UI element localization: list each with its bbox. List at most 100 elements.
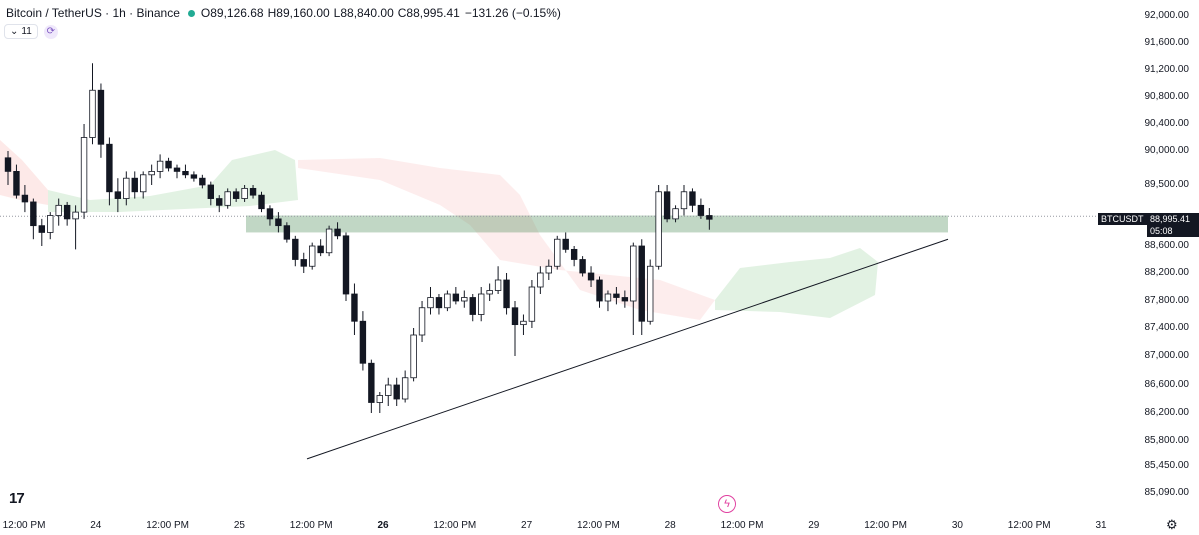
indicators-toggle-button[interactable]: ⌄ 11	[4, 24, 38, 39]
bearish-candle-body	[106, 143, 113, 193]
bearish-candle-body	[165, 160, 172, 169]
bearish-candle-body	[199, 177, 206, 186]
bullish-candle-body	[224, 191, 231, 206]
time-tick-label: 31	[1095, 520, 1107, 531]
market-status-dot	[187, 9, 195, 17]
bullish-candle-body	[537, 272, 544, 288]
bearish-candle-body	[359, 320, 367, 364]
bullish-candle-body	[630, 245, 637, 302]
candle	[393, 377, 400, 406]
candle	[385, 377, 392, 406]
time-tick-label: 12:00 PM	[146, 520, 189, 531]
candle	[30, 198, 37, 240]
price-tick-label: 86,200.00	[1144, 407, 1190, 418]
bearish-candle-body	[596, 279, 603, 302]
candle	[292, 235, 299, 267]
time-tick-label: 26	[377, 520, 389, 531]
bullish-candle-body	[672, 208, 679, 220]
bearish-candle-body	[249, 187, 257, 196]
indicators-count: 11	[21, 26, 32, 37]
candle	[511, 301, 519, 356]
bearish-candle-body	[292, 238, 299, 260]
candle	[123, 171, 130, 206]
time-tick-label: 28	[664, 520, 676, 531]
candle	[494, 266, 502, 294]
time-tick-label: 12:00 PM	[289, 520, 333, 531]
candle	[418, 301, 426, 342]
bearish-candle-body	[613, 293, 620, 298]
bearish-candle-body	[63, 204, 71, 220]
bullish-candle-body	[47, 215, 54, 233]
bullish-candle-body	[376, 395, 383, 403]
symbol-title[interactable]: Bitcoin / TetherUS · 1h · Binance	[6, 6, 180, 20]
zone-rect	[246, 215, 948, 233]
bearish-candle-body	[207, 184, 214, 199]
bearish-candle-body	[452, 293, 460, 302]
candle	[47, 212, 54, 240]
bullish-candle-body	[655, 191, 662, 267]
tradingview-logo[interactable]: 17	[9, 490, 25, 507]
candle	[334, 222, 341, 240]
candle	[308, 242, 316, 270]
candle	[689, 188, 696, 213]
candle	[477, 287, 485, 322]
open-label: O	[200, 6, 211, 20]
candle	[207, 181, 214, 206]
ascending-trendline[interactable]	[306, 238, 949, 460]
candle	[587, 266, 595, 287]
candle	[300, 252, 307, 273]
bearish-candle-body	[334, 228, 341, 237]
candle	[224, 188, 231, 209]
price-tick-label: 87,000.00	[1144, 350, 1190, 361]
refresh-icon[interactable]: ⟳	[43, 24, 58, 39]
lightning-icon[interactable]: ϟ	[718, 495, 736, 513]
time-tick-label: 12:00 PM	[2, 520, 46, 531]
bearish-candle-body	[638, 245, 645, 322]
candle	[325, 225, 333, 257]
cloud-green-segment	[715, 248, 878, 318]
price-tick-label: 86,600.00	[1144, 379, 1190, 390]
candle	[401, 370, 409, 403]
price-tick-label: 89,500.00	[1144, 179, 1190, 190]
bullish-candle-body	[461, 297, 468, 302]
gear-icon[interactable]: ⚙	[1166, 517, 1178, 532]
candle	[697, 198, 705, 219]
bullish-candle-body	[444, 293, 451, 309]
candle	[241, 185, 248, 202]
bullish-candle-body	[55, 204, 62, 216]
candle	[283, 222, 291, 243]
bullish-candle-body	[325, 228, 333, 254]
bullish-candle-body	[241, 187, 248, 199]
price-tick-label: 87,400.00	[1144, 322, 1190, 333]
candle	[647, 259, 654, 325]
price-tick-label: 92,000.00	[1144, 10, 1190, 21]
candle	[190, 171, 198, 182]
candle	[579, 256, 586, 277]
bearish-candle-body	[663, 191, 671, 220]
bullish-candle-body	[385, 384, 392, 396]
candle	[55, 198, 62, 226]
candle	[596, 276, 603, 308]
time-tick-label: 24	[90, 520, 102, 531]
candle	[368, 359, 375, 413]
bearish-candle-body	[697, 204, 705, 216]
change-value: −131.26 (−0.15%)	[464, 6, 561, 20]
bullish-candle-body	[72, 211, 79, 220]
candle	[604, 290, 612, 312]
bearish-candle-body	[97, 89, 105, 145]
bearish-candle-body	[511, 307, 519, 326]
bearish-candle-body	[283, 225, 291, 240]
candle	[249, 185, 257, 199]
bullish-candle-body	[528, 286, 536, 322]
bearish-candle-body	[21, 194, 29, 203]
candle	[486, 283, 493, 301]
time-tick-label: 25	[233, 520, 245, 531]
time-tick-label: 12:00 PM	[576, 520, 620, 531]
bearish-candle-body	[621, 297, 629, 302]
candle	[38, 218, 45, 246]
price-tick-label: 90,000.00	[1144, 145, 1190, 156]
candle	[317, 239, 324, 257]
candle	[4, 151, 12, 185]
bearish-candle-body	[275, 218, 282, 227]
